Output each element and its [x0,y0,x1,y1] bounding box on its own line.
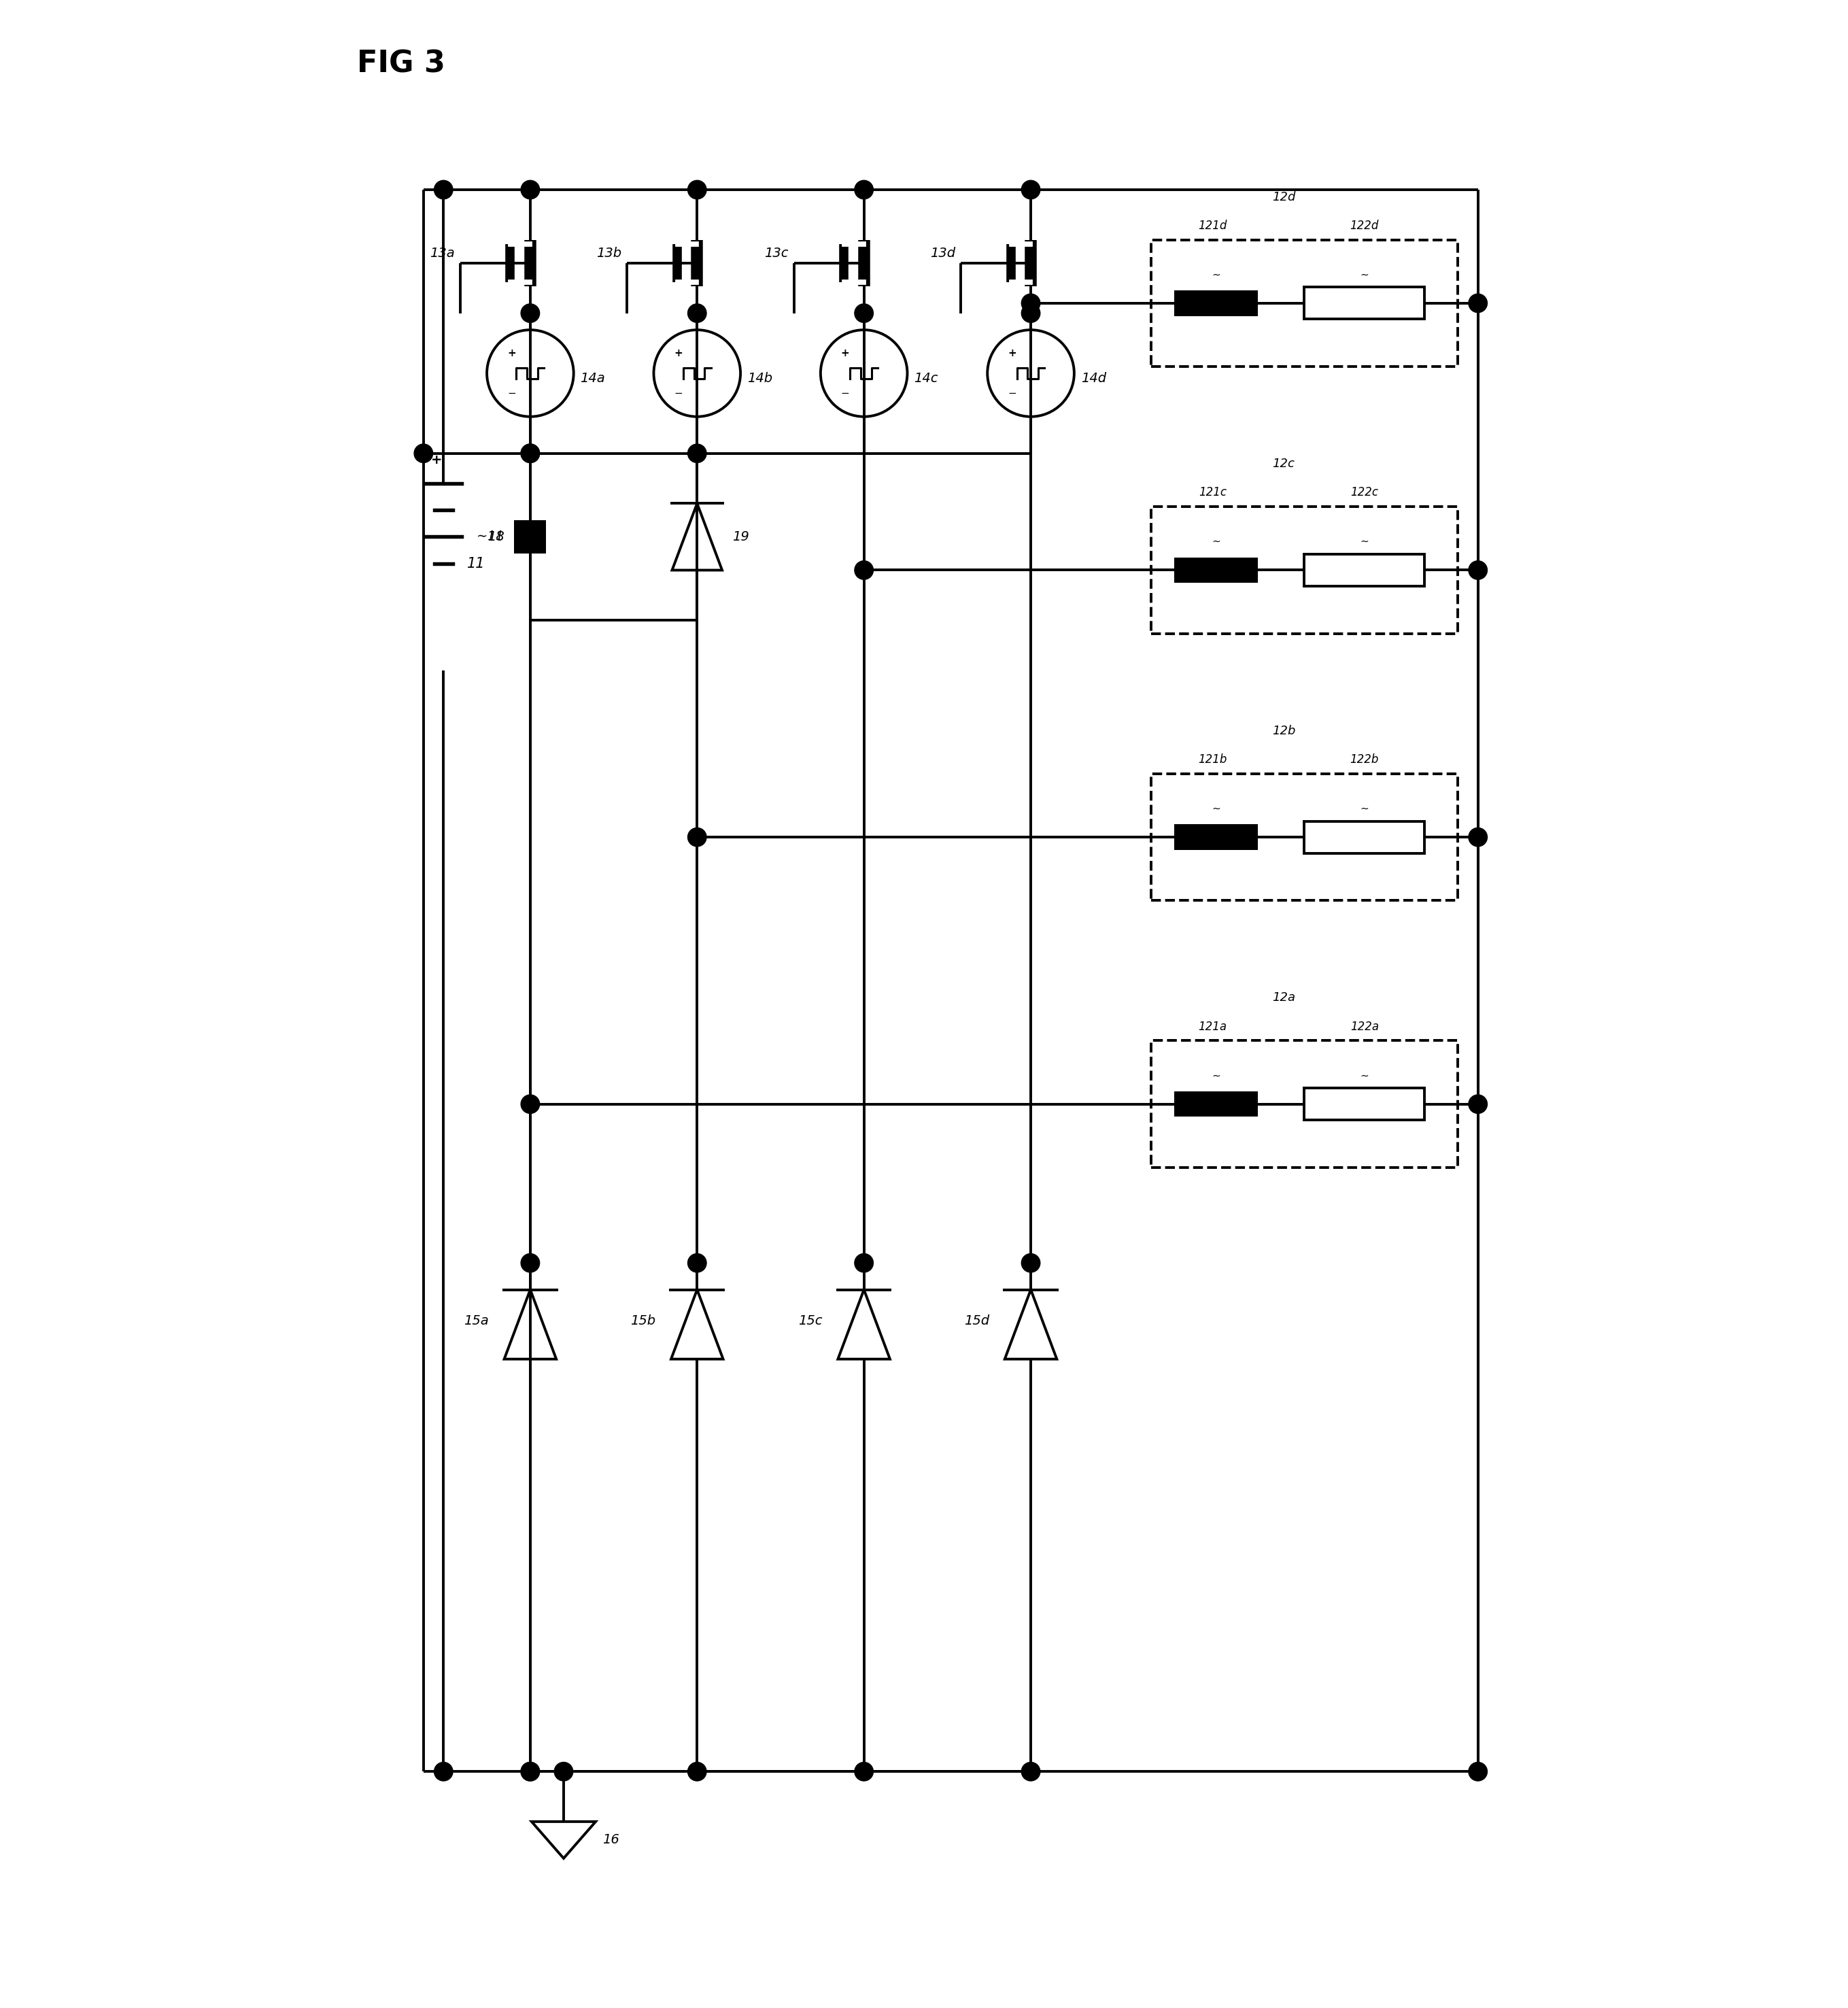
Circle shape [521,444,540,462]
Bar [1305,287,1425,319]
Text: +: + [506,347,516,357]
Text: −: − [1007,388,1016,398]
Text: +: + [841,347,850,357]
Bar [1173,558,1258,582]
Circle shape [854,1253,874,1273]
Text: ∼: ∼ [1360,269,1369,279]
Circle shape [1022,1763,1040,1781]
Circle shape [687,181,706,199]
Bar [514,520,547,554]
Text: 15d: 15d [965,1315,989,1327]
Circle shape [687,827,706,847]
Circle shape [521,444,540,462]
Bar [1151,1040,1458,1167]
Text: 14c: 14c [915,371,939,386]
Bar [1305,554,1425,586]
Bar [1173,825,1258,849]
Text: ∼: ∼ [1360,1070,1369,1080]
Text: ∼: ∼ [1360,803,1369,813]
Text: ∼: ∼ [1212,269,1220,279]
Text: −: − [506,388,516,398]
Bar [1173,1092,1258,1116]
Text: 13d: 13d [930,247,955,259]
Circle shape [554,1763,573,1781]
Text: 13b: 13b [597,247,621,259]
Text: ∼: ∼ [1212,803,1220,813]
Text: 15a: 15a [464,1315,490,1327]
Text: 122b: 122b [1351,753,1379,765]
Circle shape [521,1094,540,1114]
Text: 122d: 122d [1351,219,1379,231]
Text: +: + [675,347,682,357]
Circle shape [521,1253,540,1273]
Circle shape [1469,560,1488,580]
Circle shape [521,303,540,323]
Circle shape [1022,1253,1040,1273]
Text: +: + [431,454,442,466]
Circle shape [687,444,706,462]
Text: 12d: 12d [1271,191,1295,203]
Bar [1151,506,1458,635]
Text: 12c: 12c [1273,458,1295,470]
Text: 121c: 121c [1199,486,1227,498]
Text: +: + [1007,347,1016,357]
Circle shape [854,1763,874,1781]
Circle shape [1022,181,1040,199]
Circle shape [1469,827,1488,847]
Text: 14a: 14a [580,371,606,386]
Circle shape [434,1763,453,1781]
Circle shape [521,1763,540,1781]
Bar [1151,773,1458,900]
Text: 13a: 13a [431,247,455,259]
Text: −: − [841,388,850,398]
Text: 121d: 121d [1198,219,1227,231]
Circle shape [434,181,453,199]
Text: FIG 3: FIG 3 [357,50,445,78]
Text: 13c: 13c [765,247,789,259]
Text: 15b: 15b [630,1315,656,1327]
Bar [1305,821,1425,853]
Text: 121a: 121a [1198,1020,1227,1032]
Circle shape [1469,1763,1488,1781]
Circle shape [854,181,874,199]
Circle shape [521,1763,540,1781]
Circle shape [687,303,706,323]
Text: 19: 19 [732,530,748,544]
Circle shape [521,181,540,199]
Bar [1305,1088,1425,1120]
Circle shape [1022,293,1040,313]
Bar [1173,291,1258,315]
Bar [1151,239,1458,367]
Text: ∼: ∼ [1212,1070,1220,1080]
Circle shape [854,303,874,323]
Text: ∼: ∼ [1360,536,1369,546]
Circle shape [1022,303,1040,323]
Text: −: − [675,388,682,398]
Circle shape [1469,293,1488,313]
Text: 122c: 122c [1351,486,1379,498]
Text: 122a: 122a [1351,1020,1379,1032]
Circle shape [687,1763,706,1781]
Text: 18: 18 [488,530,505,544]
Text: 11: 11 [468,556,484,570]
Text: 14d: 14d [1081,371,1107,386]
Text: 12a: 12a [1271,992,1295,1004]
Text: 15c: 15c [798,1315,822,1327]
Circle shape [1469,1094,1488,1114]
Text: 12b: 12b [1271,725,1295,737]
Text: 121b: 121b [1198,753,1227,765]
Circle shape [414,444,432,462]
Circle shape [854,560,874,580]
Text: 14b: 14b [747,371,772,386]
Text: 16: 16 [602,1833,619,1845]
Circle shape [687,1253,706,1273]
Text: ∼: ∼ [1212,536,1220,546]
Text: ∼11: ∼11 [477,530,505,542]
